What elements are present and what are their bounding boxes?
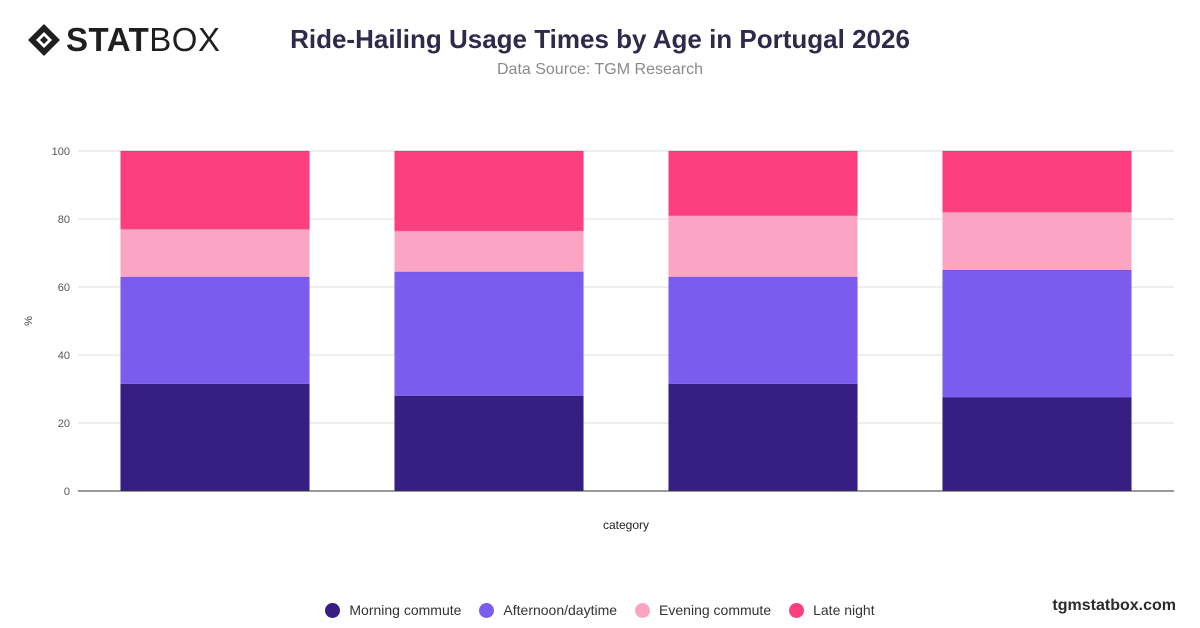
y-tick-label: 20: [58, 418, 70, 430]
y-tick-label: 100: [52, 146, 70, 158]
legend-label: Late night: [813, 602, 875, 618]
statbox-logo: STATBOX: [26, 22, 220, 58]
bar-segment: [120, 229, 310, 277]
bar-layer: [120, 150, 1132, 491]
axis-layer: 0 20 40 60 80 100 category%: [23, 146, 1174, 532]
bar-segment: [394, 230, 584, 272]
legend-swatch-icon: [479, 602, 495, 618]
legend-label: Morning commute: [349, 602, 462, 618]
diamond-logo-icon: [28, 24, 60, 56]
chart-legend: Morning commute Afternoon/daytime Evening …: [0, 602, 1200, 618]
x-axis-label: category: [603, 518, 649, 532]
bar-segment: [942, 397, 1132, 491]
logo-text-bold: STAT: [66, 21, 150, 58]
bar-segment: [394, 271, 584, 396]
bar-segment: [120, 383, 310, 491]
legend-label: Evening commute: [659, 602, 772, 618]
y-tick-label: 0: [64, 486, 70, 498]
y-tick-label: 40: [58, 350, 70, 362]
bar-segment: [120, 276, 310, 384]
legend-swatch-icon: [325, 602, 341, 618]
bar-segment: [394, 395, 584, 491]
bar-segment: [120, 151, 310, 230]
logo-text-light: BOX: [149, 21, 221, 58]
bar-segment: [668, 383, 858, 491]
legend-item[interactable]: Afternoon/daytime: [479, 602, 617, 618]
legend-item[interactable]: Evening commute: [635, 602, 771, 618]
chart-title: Ride-Hailing Usage Times by Age in Portu…: [290, 24, 910, 54]
bar-segment: [942, 270, 1132, 398]
bar-segment: [668, 276, 858, 384]
bar-segment: [668, 151, 858, 216]
y-axis-label: %: [23, 316, 35, 326]
chart-subtitle: Data Source: TGM Research: [496, 61, 703, 78]
legend-label: Afternoon/daytime: [503, 602, 618, 618]
logo-wordmark: STATBOX: [66, 22, 220, 58]
legend-item[interactable]: Late night: [789, 602, 875, 618]
legend-swatch-icon: [635, 602, 651, 618]
bar-segment: [394, 151, 584, 231]
legend-item[interactable]: Morning commute: [325, 602, 461, 618]
legend-swatch-icon: [789, 602, 805, 618]
bar-segment: [942, 151, 1132, 213]
bar-segment: [668, 215, 858, 277]
site-url: tgmstatbox.com: [1052, 597, 1176, 614]
y-tick-label: 60: [58, 282, 70, 294]
bar-segment: [942, 212, 1132, 270]
y-tick-label: 80: [58, 214, 70, 226]
